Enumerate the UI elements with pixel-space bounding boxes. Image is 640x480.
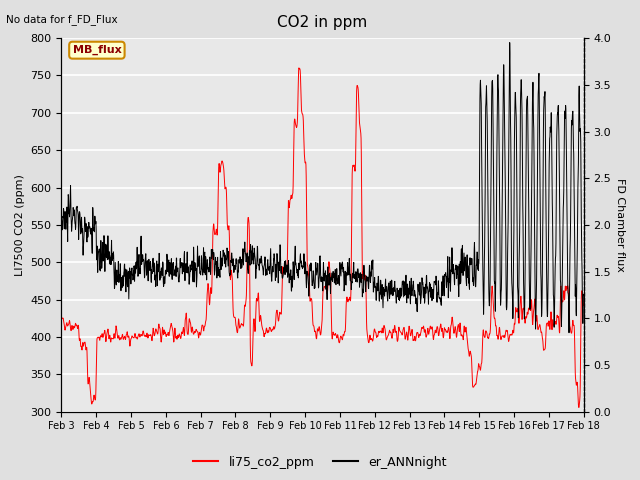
Y-axis label: LI7500 CO2 (ppm): LI7500 CO2 (ppm) — [15, 174, 25, 276]
Text: No data for f_FD_Flux: No data for f_FD_Flux — [6, 14, 118, 25]
Y-axis label: FD Chamber flux: FD Chamber flux — [615, 178, 625, 272]
Text: MB_flux: MB_flux — [72, 45, 121, 55]
Title: CO2 in ppm: CO2 in ppm — [277, 15, 367, 30]
Legend: li75_co2_ppm, er_ANNnight: li75_co2_ppm, er_ANNnight — [188, 451, 452, 474]
